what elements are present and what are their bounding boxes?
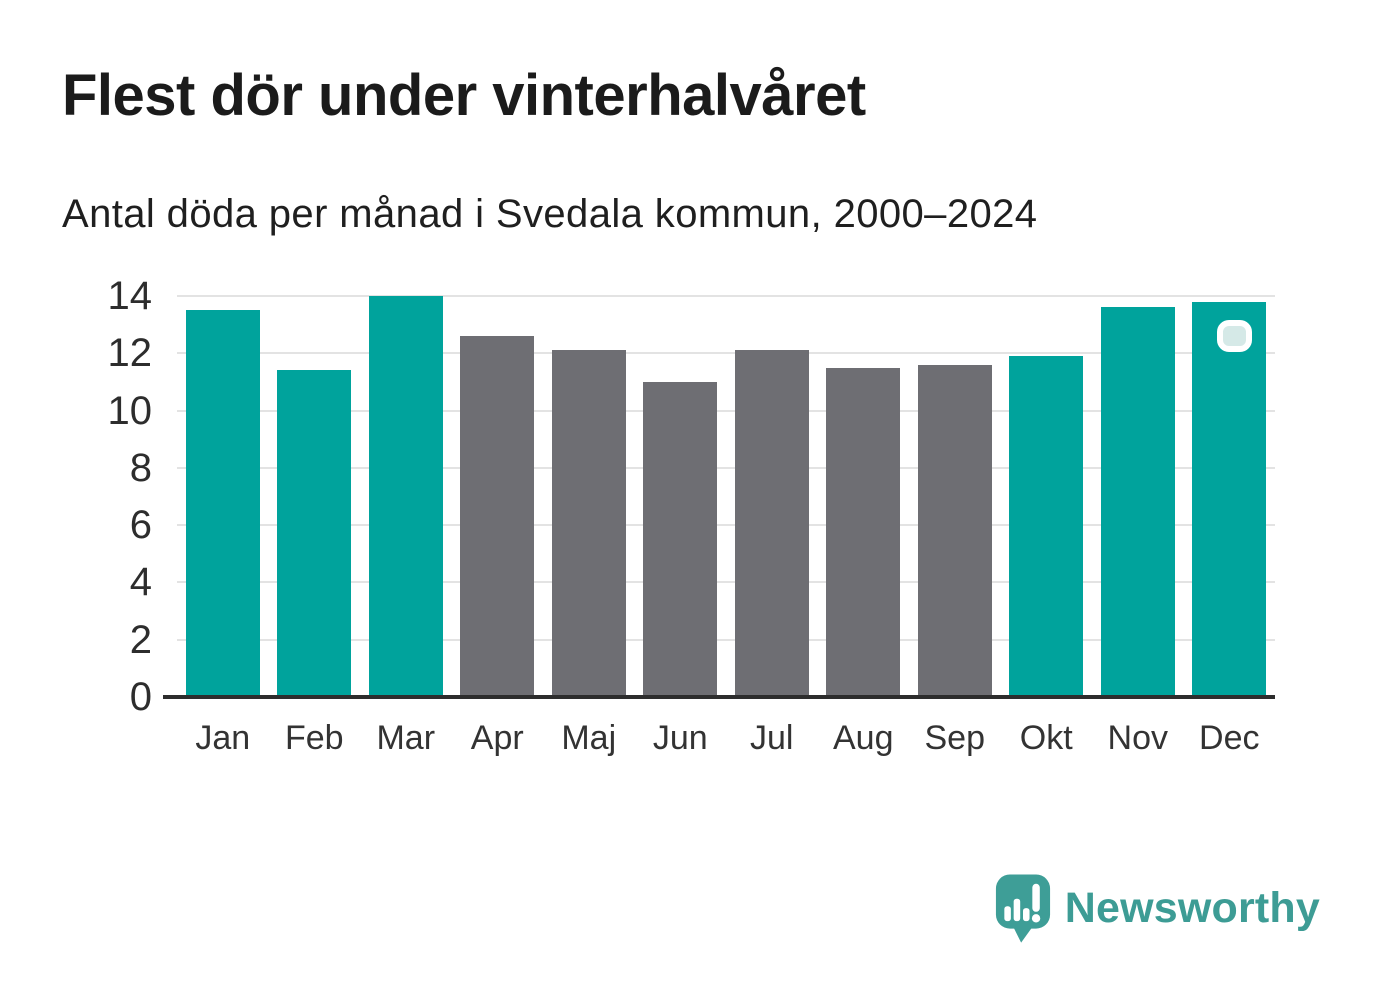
chart-title: Flest dör under vinterhalvåret [62,63,866,128]
bar-rect-jun [643,381,718,697]
y-axis-tick-label: 2 [129,617,152,662]
bar-rect-jul [734,350,809,697]
bar-aug [818,296,910,697]
bar-rect-feb [277,370,352,697]
x-axis-tick-label: Nov [1107,719,1168,757]
x-axis-tick-label: Apr [470,719,524,757]
x-axis-tick-label: Jul [750,719,794,757]
newsworthy-logo-icon [995,872,1051,951]
x-axis-tick-label: Sep [924,719,986,757]
bar-jun [635,296,727,697]
x-axis-tick-label: Aug [833,719,894,757]
x-axis-tick-label: Feb [284,719,344,757]
y-axis-tick-label: 4 [129,560,152,605]
gridline-4 [177,581,1275,584]
y-axis: 0 2 4 6 8 10 12 14 [0,276,153,717]
bar-rect-jan [185,310,260,697]
bar-rect-nov [1100,307,1175,697]
chart-subtitle: Antal döda per månad i Svedala kommun, 2… [62,192,1038,236]
bar-rect-aug [826,367,901,697]
x-axis-tick-label: Maj [561,719,617,757]
bar-rect-maj [551,350,626,697]
bar-jul [726,296,818,697]
bar-rect-sep [917,364,992,697]
bar-nov [1092,296,1184,697]
y-axis-tick-label: 12 [107,331,153,376]
gridline-6 [177,524,1275,527]
y-axis-tick-label: 0 [129,675,152,719]
bar-rect-okt [1009,356,1084,697]
x-axis-tick-label: Dec [1199,719,1260,757]
gridline-8 [177,466,1275,469]
bar-mar [360,296,452,697]
y-axis-tick-label: 8 [129,445,152,490]
gridline-2 [177,638,1275,641]
gridline-10 [177,409,1275,412]
bar-rect-mar [368,296,443,697]
bar-apr [452,296,544,697]
x-axis-tick-label: Jun [652,719,708,757]
bar-feb [269,296,361,697]
x-axis: Jan Feb Mar Apr Maj Jun Jul Aug Sep Okt Nov Dec [177,718,1275,770]
cursor-highlight-square [1217,320,1252,352]
y-axis-tick-label: 10 [107,388,153,433]
x-axis-tick-label: Mar [376,719,436,757]
x-axis-tick-label: Jan [195,719,251,757]
newsworthy-logo-text: Newsworthy [1064,884,1320,932]
x-axis-tick-label: Okt [1019,719,1073,757]
y-axis-tick-label: 6 [129,503,152,548]
newsworthy-logo[interactable]: Newsworthy [995,872,1320,951]
bar-jan [177,296,269,697]
bar-maj [543,296,635,697]
gridline-12 [177,352,1275,355]
x-axis-line [163,695,1275,699]
bar-okt [1001,296,1093,697]
bar-sep [909,296,1001,697]
y-axis-tick-label: 14 [107,274,153,318]
bar-rect-apr [460,336,535,697]
bar-rect-dec [1192,301,1267,697]
gridline-14 [177,295,1275,297]
plot-area [163,295,1276,699]
bar-dec [1184,296,1276,697]
